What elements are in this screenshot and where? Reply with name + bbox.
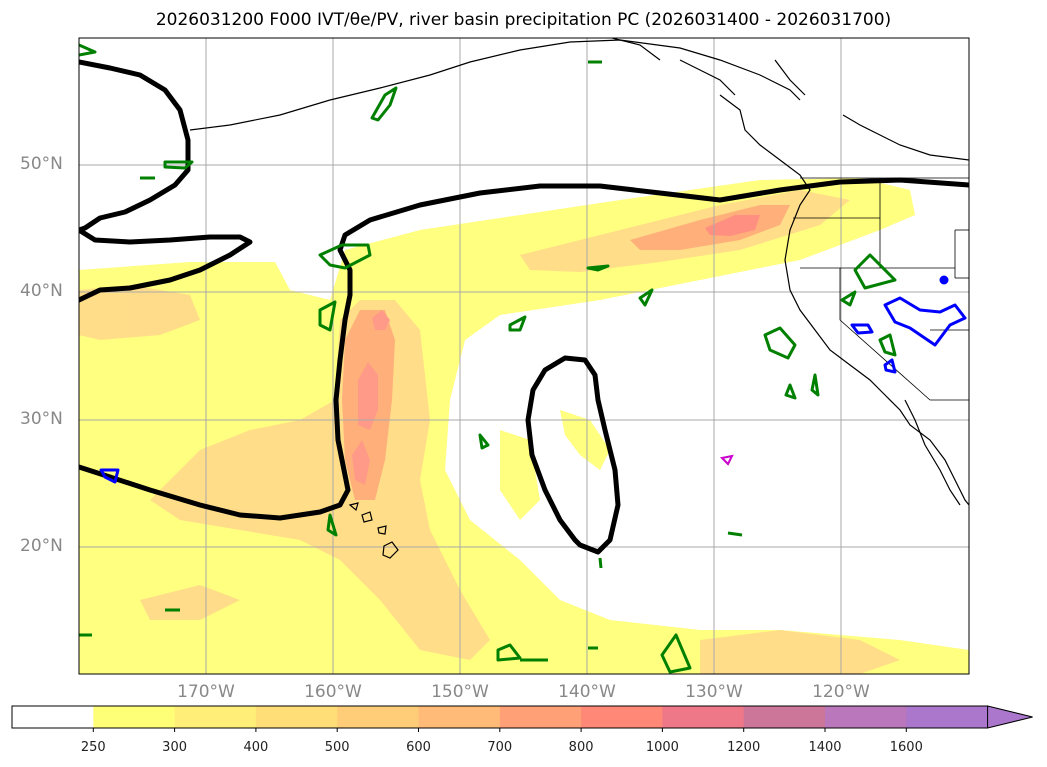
coastlines [189,38,969,506]
colorbar-swatch [743,706,826,728]
colorbar-swatch [581,706,663,728]
colorbar-tick-label: 1600 [889,740,923,755]
colorbar-swatch [174,706,257,728]
colorbar-tick-label: 300 [162,740,187,755]
colorbar-tick-label: 250 [80,740,106,755]
colorbar-swatch [255,706,338,728]
colorbar-tick-label: 700 [487,740,513,755]
colorbar-tick-label: 1000 [645,740,679,755]
lat-label-50n: 50°N [20,154,63,174]
colorbar-swatch [93,706,176,728]
colorbar-swatch [418,706,501,728]
lon-label-150w: 150°W [431,682,489,702]
colorbar-swatch [337,706,419,728]
lat-label-30n: 30°N [20,409,63,429]
lon-label-120w: 120°W [812,682,870,702]
precip-contours [99,275,967,484]
colorbar-tick-label: 1200 [727,740,761,755]
lon-label-140w: 140°W [558,682,616,702]
colorbar-tick-label: 800 [568,740,594,755]
colorbar-tick-label: 600 [406,740,431,755]
lat-label-20n: 20°N [20,536,63,556]
pv-contours [79,43,897,674]
map-frame [78,37,970,675]
hawaii-islands [348,502,399,559]
lon-label-170w: 170°W [177,682,235,702]
colorbar [11,705,1033,732]
theta-e-contours [79,59,969,555]
lon-label-130w: 130°W [685,682,743,702]
colorbar-swatch [499,706,582,728]
lat-label-40n: 40°N [20,281,63,301]
colorbar-tick-label: 500 [324,740,350,755]
colorbar-swatch [662,706,745,728]
colorbar-swatch [12,706,94,728]
colorbar-swatch [906,706,989,728]
colorbar-tick-label: 400 [243,740,269,755]
magenta-contour [719,454,734,466]
colorbar-tick-label: 1400 [808,740,842,755]
ivt-shading-peak [352,215,760,485]
lon-label-160w: 160°W [304,682,362,702]
state-borders [793,177,969,401]
colorbar-swatch [825,706,907,728]
graticule [79,38,969,674]
colorbar-extend-arrow [987,705,1033,729]
map-title: 2026031200 F000 IVT/θe/PV, river basin p… [155,10,892,30]
